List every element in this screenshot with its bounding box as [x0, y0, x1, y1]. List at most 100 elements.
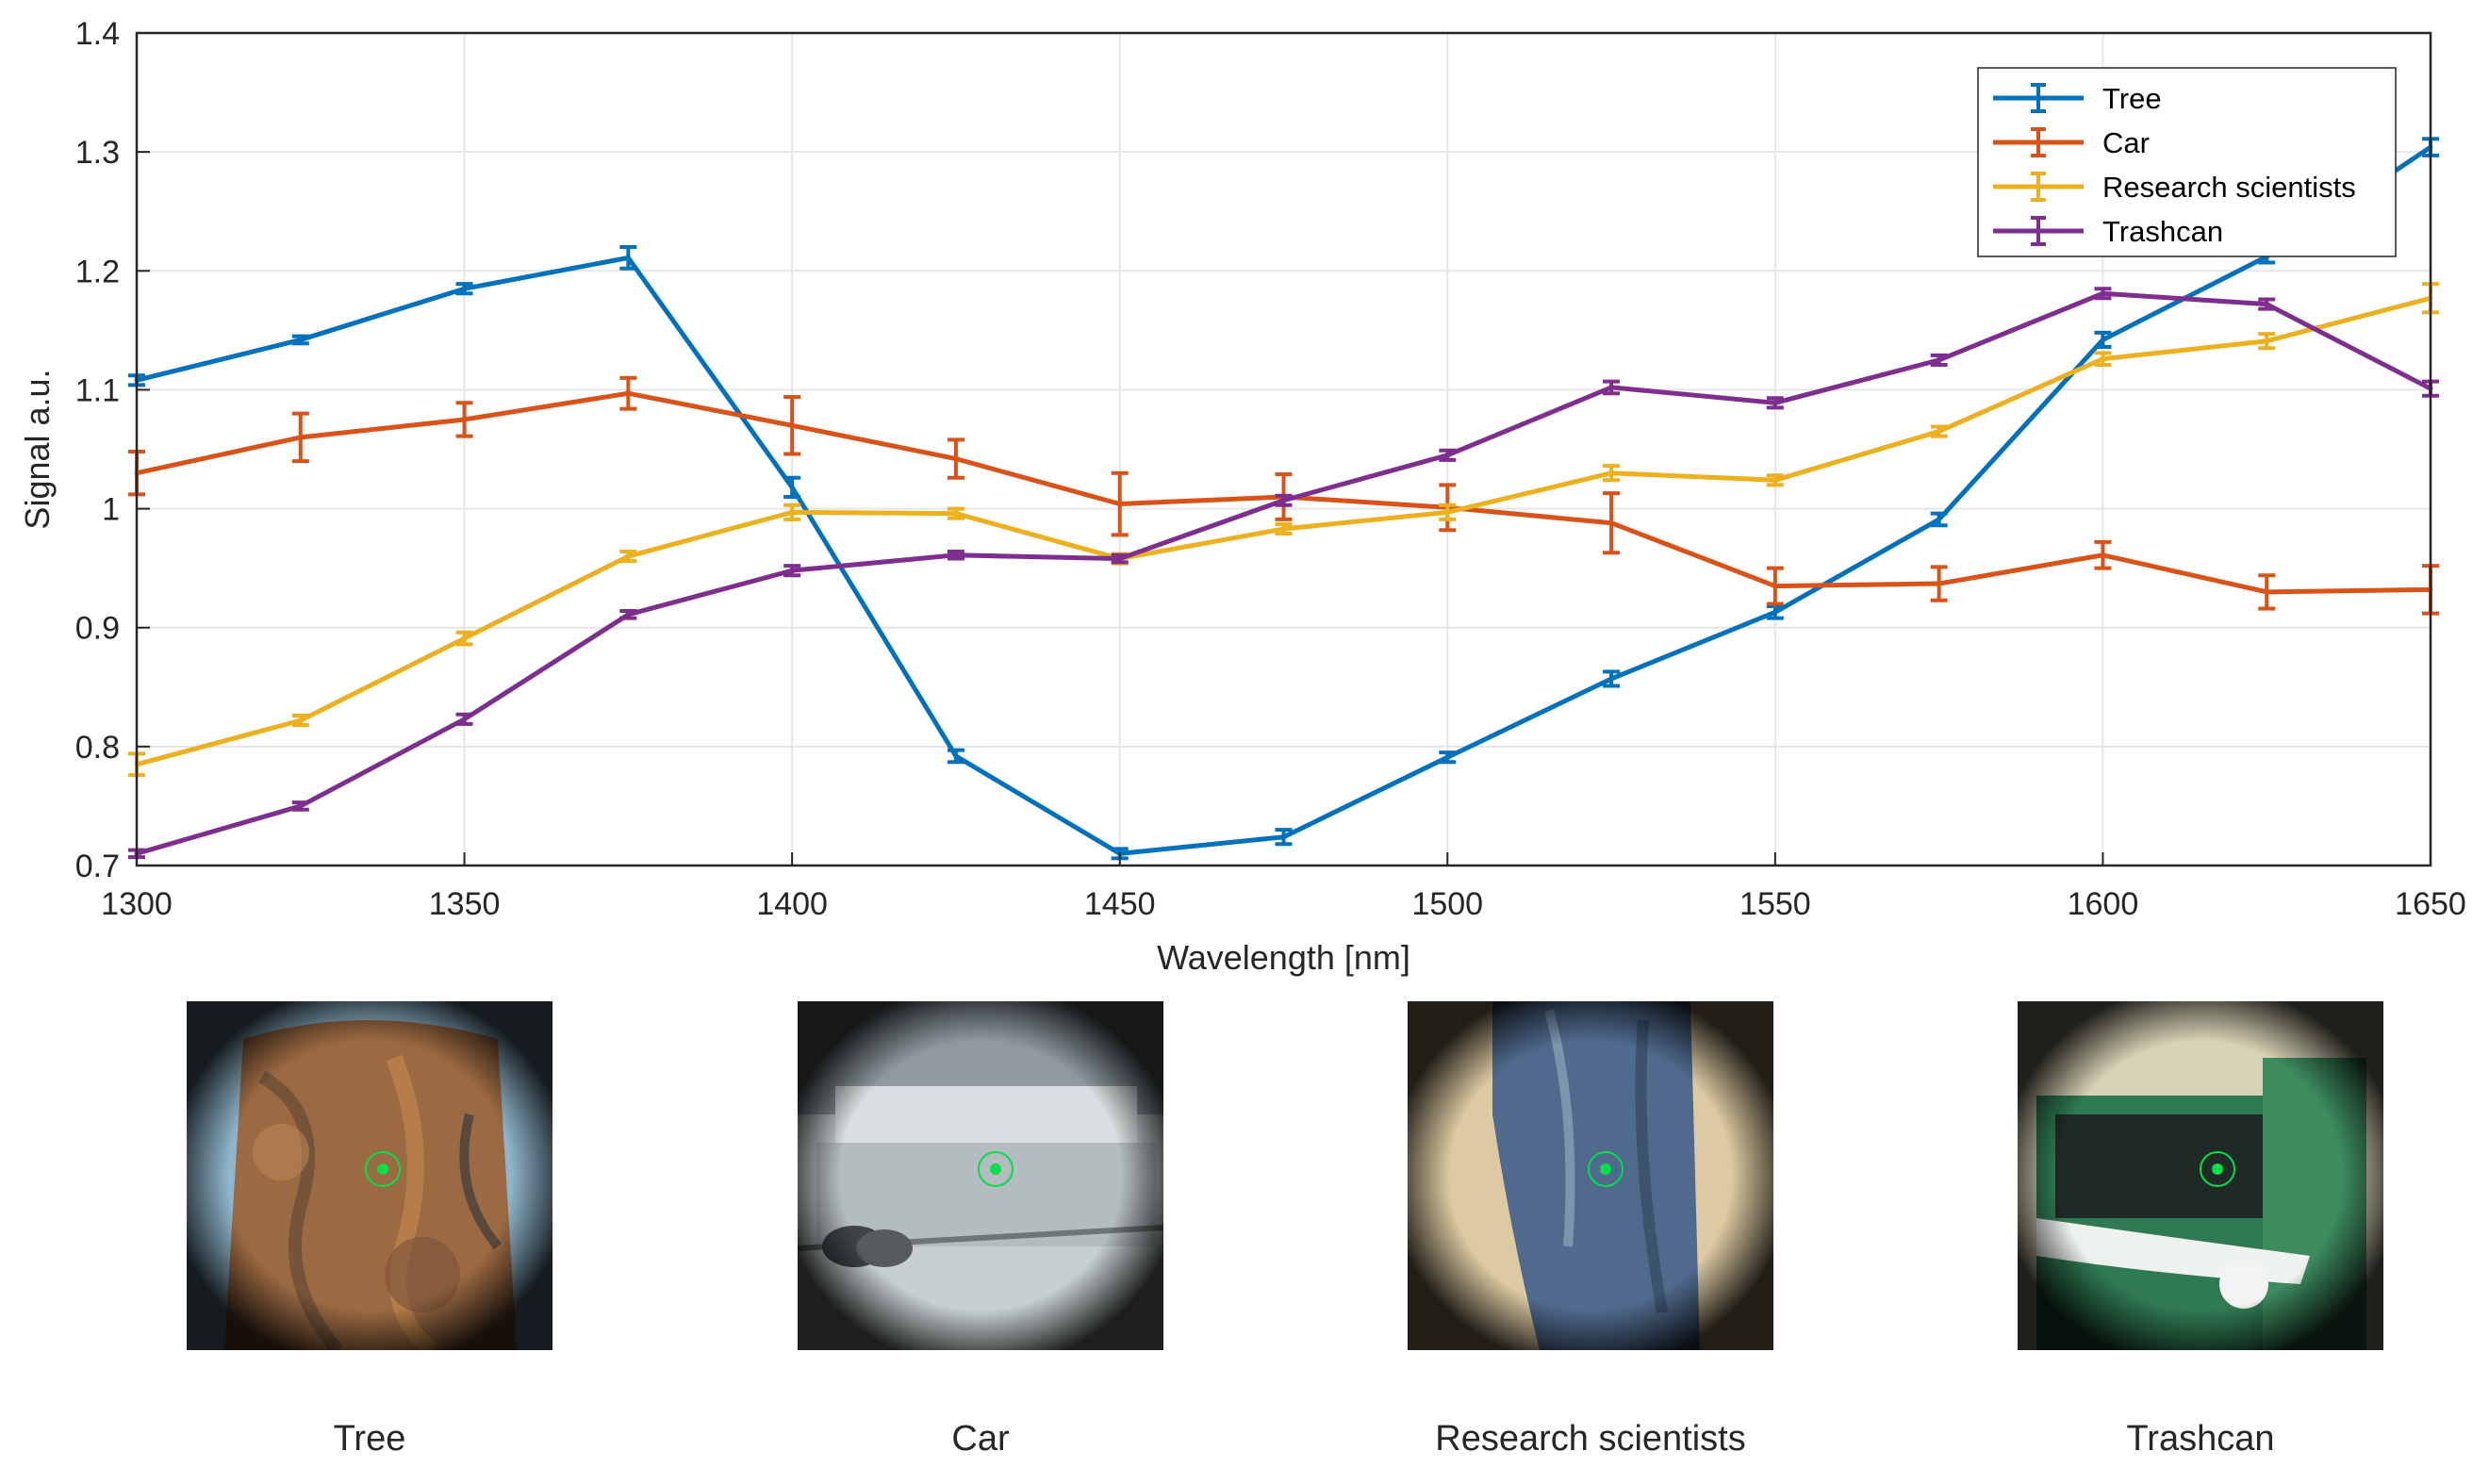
error-bar [619, 375, 637, 411]
data-point [1117, 502, 1123, 507]
y-tick-label: 1.3 [75, 135, 120, 171]
error-bar [2094, 351, 2112, 367]
legend-label: Research scientists [2102, 171, 2356, 204]
data-point [462, 286, 468, 291]
bark-photo-icon [187, 1001, 552, 1350]
error-bar [291, 800, 309, 812]
error-bar [2094, 287, 2112, 301]
error-bar [1930, 424, 1948, 438]
data-point [953, 511, 959, 517]
x-tick-label: 1450 [1084, 886, 1156, 922]
data-point [2264, 589, 2269, 595]
series-research-scientists [128, 282, 2439, 778]
data-point [1608, 676, 1614, 682]
photo-caption: Trashcan [2126, 1419, 2275, 1459]
data-point [462, 717, 468, 722]
trashcan-photo [2018, 1001, 2383, 1350]
error-bar [1930, 511, 1948, 528]
error-bar [947, 437, 964, 480]
data-point [462, 635, 468, 641]
y-tick-label: 0.9 [75, 611, 120, 647]
data-point [2100, 552, 2105, 558]
data-point [1444, 754, 1450, 760]
error-bar [1111, 552, 1129, 565]
error-bar [1275, 521, 1293, 536]
error-bar [619, 609, 637, 620]
data-point [2264, 338, 2269, 344]
error-bar [783, 475, 801, 499]
legend-item: Car [1993, 126, 2150, 159]
data-point [789, 568, 795, 573]
x-tick-label: 1600 [2068, 886, 2139, 922]
error-bar [1439, 448, 1457, 462]
error-bar [1603, 464, 1621, 483]
data-point [1281, 498, 1286, 503]
data-point [789, 485, 795, 490]
data-point [1937, 581, 1942, 586]
photo-caption: Car [951, 1419, 1010, 1459]
data-point [1937, 517, 1942, 522]
data-point [953, 456, 959, 462]
error-bar [947, 506, 964, 520]
data-point [789, 509, 795, 515]
legend-item: Trashcan [1993, 215, 2223, 248]
y-tick-label: 1 [102, 492, 120, 528]
legend-item: Research scientists [1993, 171, 2356, 204]
tick-labels: 1300 1350 1400 1450 1500 1550 1600 1650 0.7 0.8 0.… [75, 16, 2466, 922]
data-point [625, 612, 631, 618]
error-bar [455, 282, 473, 296]
x-axis-label: Wavelength [nm] [1157, 938, 1410, 977]
photo-caption: Research scientists [1435, 1419, 1746, 1459]
legend-label: Car [2102, 126, 2150, 159]
x-tick-label: 1400 [756, 886, 828, 922]
data-point [1772, 584, 1778, 589]
error-bar [2094, 330, 2112, 350]
car-photo [798, 1001, 1163, 1350]
y-tick-label: 0.8 [75, 730, 120, 766]
error-bar [783, 564, 801, 578]
data-point [625, 255, 631, 260]
error-bar [1766, 473, 1784, 487]
error-bar [1111, 470, 1129, 537]
data-point [1608, 385, 1614, 390]
error-bar [1603, 669, 1621, 688]
error-bar [455, 401, 473, 438]
data-point [625, 390, 631, 396]
error-bar [619, 245, 637, 271]
error-bar [783, 503, 801, 521]
series-tree [128, 137, 2439, 861]
error-bar [2258, 573, 2276, 611]
data-point [298, 803, 304, 809]
error-bar [2258, 297, 2276, 311]
error-bar [1766, 396, 1784, 410]
data-point [1772, 477, 1778, 483]
error-bar [2094, 539, 2112, 570]
plot-frame [135, 31, 2432, 867]
x-tick-label: 1650 [2395, 886, 2466, 922]
data-point [1772, 609, 1778, 615]
error-bar [1930, 353, 1948, 367]
data-point [462, 417, 468, 422]
error-bar [1439, 750, 1457, 765]
error-bar [1275, 493, 1293, 507]
legend-label: Tree [2102, 82, 2162, 115]
data-point [298, 435, 304, 440]
error-bar [2258, 332, 2276, 351]
error-bar [455, 630, 473, 647]
y-tick-label: 0.7 [75, 849, 120, 884]
x-tick-label: 1350 [429, 886, 501, 922]
data-point [2100, 337, 2105, 342]
legend-label: Trashcan [2102, 215, 2223, 248]
data-point [1608, 520, 1614, 526]
data-point [1444, 509, 1450, 515]
data-point [1281, 834, 1286, 840]
data-point [2100, 356, 2105, 362]
series-trashcan [128, 287, 2439, 860]
error-bar [947, 748, 964, 765]
data-point [298, 717, 304, 723]
error-bar [291, 334, 309, 346]
error-bar [783, 394, 801, 456]
scientists-photo [1408, 1001, 1773, 1350]
x-tick-label: 1300 [101, 886, 173, 922]
error-bar [291, 411, 309, 464]
